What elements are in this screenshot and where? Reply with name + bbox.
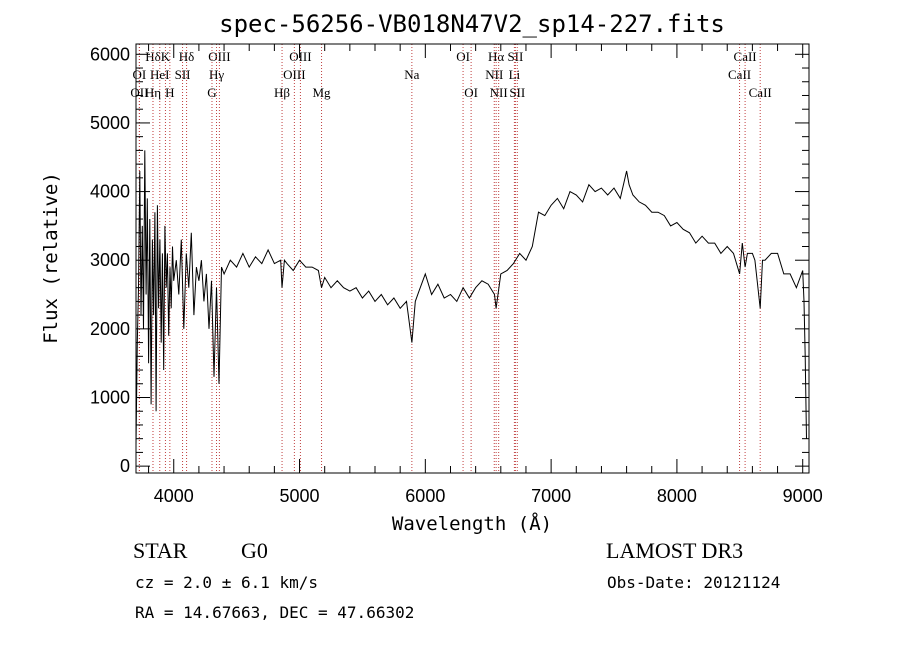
spectral-line-label: OII xyxy=(130,85,148,100)
y-tick-label: 5000 xyxy=(90,113,130,133)
y-tick-label: 4000 xyxy=(90,182,130,202)
x-tick-label: 4000 xyxy=(154,486,194,506)
spectral-line-label: Mg xyxy=(313,85,332,100)
spectral-line-label: CaII xyxy=(749,85,772,100)
y-tick-label: 1000 xyxy=(90,387,130,407)
survey-name: LAMOST DR3 xyxy=(606,538,744,563)
y-tick-label: 0 xyxy=(120,456,130,476)
spectral-line-label: OIII xyxy=(289,49,311,64)
spectral-line-label: OI xyxy=(456,49,470,64)
spectral-line-label: OIII xyxy=(208,49,230,64)
redshift-text: cz = 2.0 ± 6.1 km/s xyxy=(135,573,319,592)
object-subclass: G0 xyxy=(241,538,268,563)
y-tick-label: 6000 xyxy=(90,44,130,64)
spectral-line-label: Hβ xyxy=(274,85,290,100)
spectral-line-label: H xyxy=(165,85,174,100)
spectral-line-label: HeI xyxy=(150,67,170,82)
coordinates-text: RA = 14.67663, DEC = 47.66302 xyxy=(135,603,415,622)
x-tick-label: 9000 xyxy=(783,486,823,506)
x-axis-label: Wavelength (Å) xyxy=(392,512,552,535)
x-tick-label: 8000 xyxy=(657,486,697,506)
spectral-line-label: NII xyxy=(485,67,503,82)
axis-ticks: 4000 5000 6000 7000 8000 9000 0 1000 2000 3000 400… xyxy=(90,44,823,506)
spectral-line-label: Na xyxy=(404,67,419,82)
spectral-line-label: Hδ xyxy=(179,49,195,64)
x-tick-label: 7000 xyxy=(531,486,571,506)
y-tick-label: 3000 xyxy=(90,250,130,270)
spectral-line-label: Li xyxy=(509,67,521,82)
obs-date-text: Obs-Date: 20121124 xyxy=(607,573,781,592)
spectral-line-label: OI xyxy=(464,85,478,100)
plot-frame xyxy=(135,43,810,474)
spectral-line-label: SII xyxy=(175,67,191,82)
chart-title: spec-56256-VB018N47V2_sp14-227.fits xyxy=(219,10,725,38)
y-axis-label: Flux (relative) xyxy=(40,172,62,344)
spectral-line-label: NII xyxy=(490,85,508,100)
spectral-line-label: CaII xyxy=(734,49,757,64)
y-tick-label: 2000 xyxy=(90,319,130,339)
spectral-line-label: K xyxy=(161,49,171,64)
spectral-line-label: OIII xyxy=(283,67,305,82)
spectral-line-label: Hγ xyxy=(209,67,224,82)
x-tick-label: 5000 xyxy=(280,486,320,506)
object-class: STAR xyxy=(133,538,188,563)
spectral-line-label: Hη xyxy=(145,85,161,100)
flux-series-line xyxy=(135,150,807,446)
spectral-line-label: CaII xyxy=(728,67,751,82)
x-tick-label: 6000 xyxy=(405,486,445,506)
spectral-line-label: SII xyxy=(509,85,525,100)
spectral-line-label: SII xyxy=(507,49,523,64)
spectral-line-label: Hα xyxy=(488,49,504,64)
spectral-line-label: G xyxy=(207,85,216,100)
